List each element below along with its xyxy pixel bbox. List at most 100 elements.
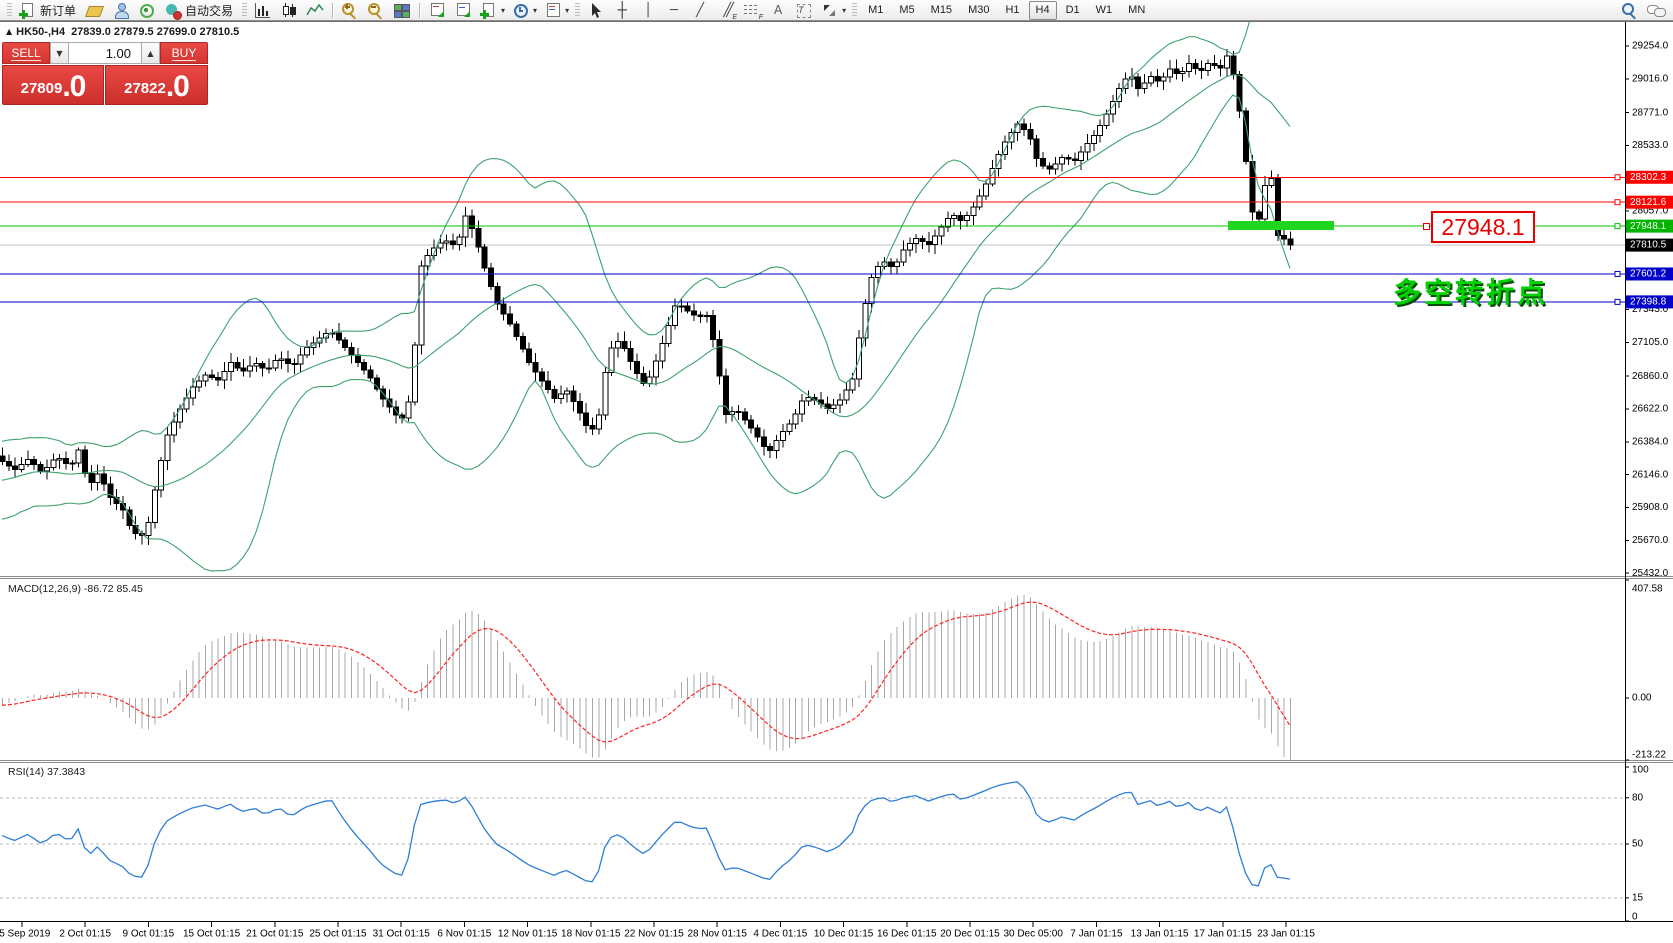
toolbar-grip[interactable] (7, 3, 12, 17)
buy-price-main: 27822 (124, 80, 166, 97)
timeframe-mn[interactable]: MN (1128, 3, 1146, 16)
ohlc-values: 27839.0 27879.5 27699.0 27810.5 (71, 26, 240, 38)
chat-icon (1646, 2, 1666, 19)
line-chart-icon (305, 2, 325, 19)
vline-icon: │ (644, 2, 652, 18)
timeframe-m30[interactable]: M30 (968, 3, 990, 16)
callout-anchor-handle[interactable] (1423, 223, 1430, 230)
new-order-button[interactable]: 新订单 (16, 0, 81, 21)
fibonacci-button[interactable]: F (740, 0, 764, 21)
templates-button[interactable]: ▾ (541, 0, 571, 21)
axis-tick-label: 31 Oct 01:15 (373, 929, 431, 940)
channel-button[interactable]: ╱╱ E (714, 0, 738, 21)
shapes-button[interactable]: ▾ (818, 0, 848, 21)
signals-icon (137, 2, 157, 19)
bollinger-bands (1, 22, 1291, 572)
axis-tick-label: 26146.0 (1632, 469, 1669, 480)
axis-tick-label: 27948.1 (1630, 221, 1667, 232)
highlight-bar-object[interactable] (1228, 221, 1334, 230)
axis-tick-label: 26384.0 (1632, 437, 1669, 448)
tile-windows-button[interactable] (390, 0, 414, 21)
fibonacci-sub-label: F (758, 13, 764, 21)
signals-button[interactable] (135, 0, 159, 21)
axis-tick-label: 27105.0 (1632, 337, 1669, 348)
timeframe-m15[interactable]: M15 (930, 3, 953, 16)
axis-tick-label: 4 Dec 01:15 (753, 929, 807, 940)
autotrade-label: 自动交易 (185, 3, 234, 18)
axis-tick-label: 28057.0 (1632, 206, 1669, 217)
toolbar-grip[interactable] (852, 3, 858, 17)
templates-icon (543, 2, 563, 19)
volume-up-button[interactable]: ▲ (141, 42, 160, 64)
new-order-icon (18, 2, 38, 19)
axis-tick-label: 28302.3 (1630, 172, 1667, 183)
bar-chart-button[interactable] (251, 0, 275, 21)
data-window-button[interactable] (451, 0, 475, 21)
chat-button[interactable] (1644, 0, 1668, 21)
axis-tick-label: 26860.0 (1632, 371, 1669, 382)
search-button[interactable] (1618, 0, 1642, 21)
price-line-label (1626, 238, 1673, 252)
volume-down-button[interactable]: ▼ (50, 42, 69, 64)
new-window-icon (427, 2, 447, 19)
trendline-button[interactable]: ╱ (688, 0, 712, 21)
volume-input[interactable]: 1.00 (69, 42, 141, 64)
axis-tick-label: 16 Dec 01:15 (877, 929, 937, 940)
sell-button[interactable]: SELL (2, 42, 50, 64)
periods-icon (511, 2, 531, 19)
toolbar-grip[interactable] (575, 3, 581, 17)
candle-chart-button[interactable] (277, 0, 301, 21)
price-callout-box[interactable]: 27948.1 (1431, 211, 1535, 243)
zoom-out-button[interactable] (364, 0, 388, 21)
price-line-label (1626, 195, 1673, 209)
axis-tick-label: 50 (1632, 839, 1644, 850)
journal-button[interactable] (83, 0, 107, 21)
label-button[interactable]: T (792, 0, 816, 21)
hline-button[interactable]: ─ (662, 0, 686, 21)
axis-tick-label: 30 Dec 05:00 (1003, 929, 1063, 940)
community-button[interactable] (109, 0, 133, 21)
sell-price-button[interactable]: 27809.0 (2, 65, 104, 105)
data-window-icon (453, 2, 473, 19)
chart-title: ▲ HK50-,H4 27839.0 27879.5 27699.0 27810.5 (6, 26, 239, 38)
tile-windows-icon (392, 2, 412, 19)
bar-chart-icon (253, 2, 273, 19)
cursor-button[interactable] (584, 0, 608, 21)
channel-icon: ╱╱ (723, 2, 733, 18)
timeframe-h4[interactable]: H4 (1028, 0, 1057, 20)
caret-up-icon: ▲ (147, 48, 154, 58)
zoom-in-button[interactable] (338, 0, 362, 21)
vline-button[interactable]: │ (636, 0, 660, 21)
chevron-down-icon: ▾ (565, 5, 570, 15)
rsi-indicator-label: RSI(14) 37.3843 (8, 766, 86, 778)
axis-tick-label: 80 (1632, 792, 1644, 803)
buy-button[interactable]: BUY (160, 42, 208, 64)
one-click-trade-panel: SELL ▼ 1.00 ▲ BUY 27809.0 27822.0 (2, 42, 208, 105)
indicators-icon (479, 2, 499, 19)
timeframe-h1[interactable]: H1 (1005, 3, 1020, 16)
toolbar-grip[interactable] (242, 3, 248, 17)
sell-price-main: 27809 (20, 80, 63, 97)
collapse-icon[interactable]: ▲ (6, 27, 13, 36)
crosshair-button[interactable]: ┼ (610, 0, 634, 21)
price-line-label (1626, 267, 1673, 281)
candle-chart-icon (279, 2, 299, 19)
text-button[interactable]: A (766, 0, 790, 21)
timeframe-m1[interactable]: M1 (868, 3, 884, 16)
timeframe-w1[interactable]: W1 (1095, 3, 1113, 16)
zoom-out-icon (366, 2, 386, 19)
indicators-button[interactable]: ▾ (477, 0, 507, 21)
axis-tick-label: 23 Jan 01:15 (1257, 929, 1315, 940)
timeframe-d1[interactable]: D1 (1065, 3, 1080, 16)
axis-tick-label: 2 Oct 01:15 (59, 929, 111, 940)
cn-annotation-text[interactable]: 多空转折点 (1393, 277, 1549, 308)
line-chart-button[interactable] (303, 0, 327, 21)
timeframe-m5[interactable]: M5 (899, 3, 915, 16)
autotrade-button[interactable]: 自动交易 (161, 0, 238, 21)
periods-button[interactable]: ▾ (509, 0, 539, 21)
new-window-button[interactable] (425, 0, 449, 21)
journal-icon (85, 2, 105, 19)
buy-price-button[interactable]: 27822.0 (105, 65, 208, 105)
axis-tick-label: 27810.5 (1630, 240, 1667, 251)
